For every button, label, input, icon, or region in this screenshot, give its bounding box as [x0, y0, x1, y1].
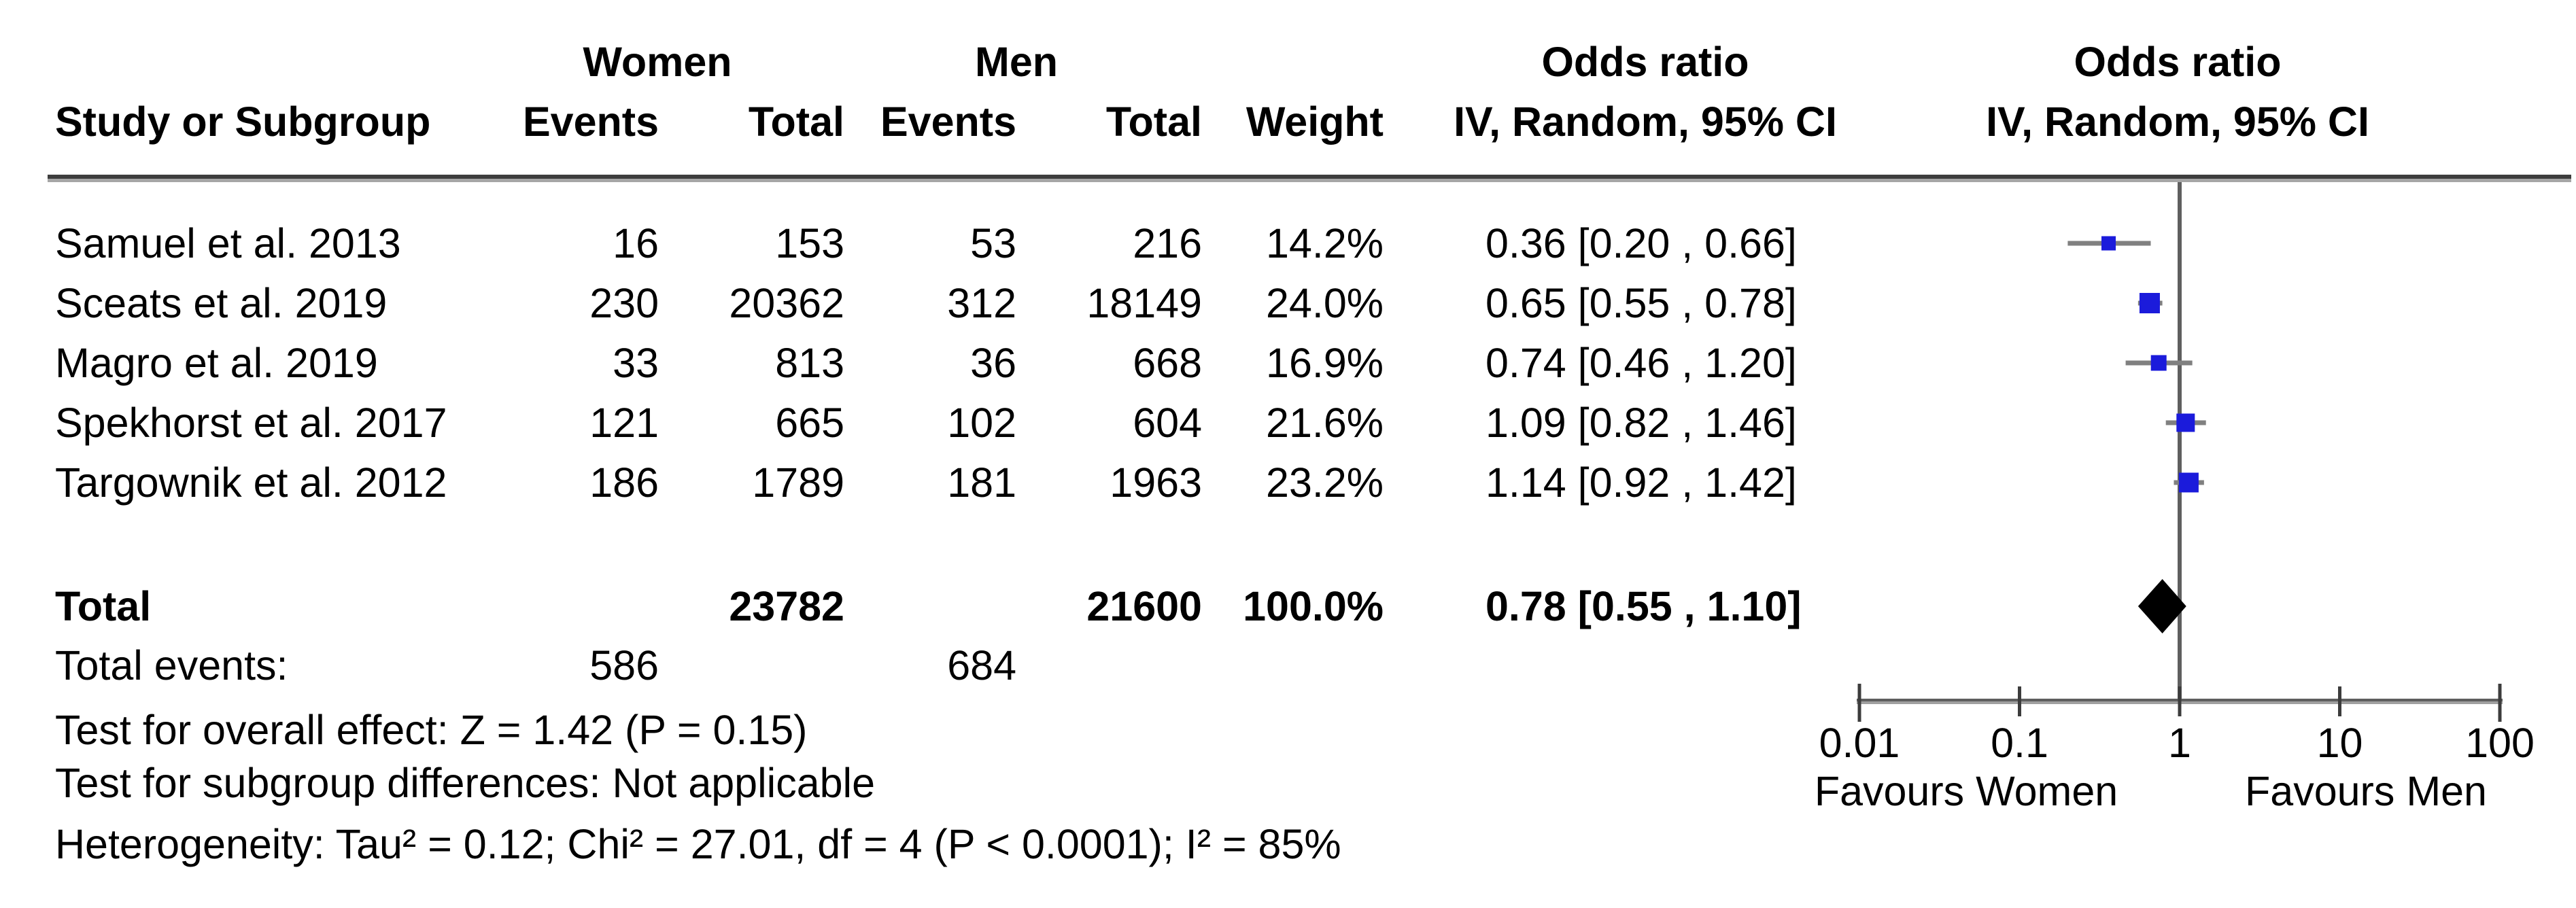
men-total-value: 216 — [1133, 220, 1202, 266]
women-events-value: 33 — [613, 340, 659, 386]
total-events-women-value: 586 — [589, 642, 659, 688]
weight-value: 23.2% — [1266, 459, 1384, 506]
men-total-value: 668 — [1133, 340, 1202, 386]
column-header-total-men: Total — [1105, 99, 1202, 145]
or-plot-column-header-line1: Odds ratio — [2074, 39, 2282, 85]
total-diamond — [2137, 579, 2186, 633]
x-axis-tick — [2498, 684, 2502, 722]
total-label: Total — [55, 583, 152, 629]
or-ci-text: 0.36 [0.20 , 0.66] — [1486, 220, 1797, 266]
total-or-ci-text: 0.78 [0.55 , 1.10] — [1486, 583, 1802, 629]
weight-value: 24.0% — [1266, 280, 1384, 326]
women-total-value: 153 — [775, 220, 844, 266]
x-axis-tick — [2018, 686, 2021, 716]
column-header-total-women: Total — [748, 99, 844, 145]
men-total-value: 18149 — [1086, 280, 1202, 326]
x-axis-tick-label: 100 — [2465, 720, 2535, 766]
women-total-value: 813 — [775, 340, 844, 386]
effect-marker — [2101, 236, 2116, 251]
or-ci-text: 1.14 [0.92 , 1.42] — [1486, 459, 1797, 506]
group-header-women: Women — [583, 39, 732, 85]
x-axis-tick-label: 0.01 — [1819, 720, 1900, 766]
or-text-column-header-line2: IV, Random, 95% CI — [1454, 99, 1837, 145]
x-axis-tick-label: 1 — [2168, 720, 2191, 766]
footnote-subgroup-differences: Test for subgroup differences: Not appli… — [55, 760, 876, 806]
total-weight-value: 100.0% — [1243, 583, 1384, 629]
effect-marker — [2178, 472, 2199, 493]
x-axis-tick — [2178, 686, 2182, 716]
x-axis-tick — [2338, 686, 2341, 716]
weight-value: 21.6% — [1266, 400, 1384, 446]
no-effect-line — [2178, 182, 2182, 701]
header-rule — [48, 175, 2571, 182]
group-header-men: Men — [975, 39, 1058, 85]
women-events-value: 121 — [589, 400, 659, 446]
men-total-value: 604 — [1133, 400, 1202, 446]
women-events-value: 230 — [589, 280, 659, 326]
or-ci-text: 0.74 [0.46 , 1.20] — [1486, 340, 1797, 386]
men-events-value: 53 — [970, 220, 1016, 266]
total-men-total-value: 21600 — [1086, 583, 1202, 629]
effect-marker — [2150, 355, 2167, 371]
total-events-label: Total events: — [55, 642, 288, 688]
column-header-study: Study or Subgroup — [55, 99, 431, 145]
study-label: Targownik et al. 2012 — [55, 459, 447, 506]
study-label: Spekhorst et al. 2017 — [55, 400, 447, 446]
or-text-column-header-line1: Odds ratio — [1541, 39, 1749, 85]
favours-right-label: Favours Men — [2245, 768, 2487, 814]
weight-value: 16.9% — [1266, 340, 1384, 386]
men-events-value: 36 — [970, 340, 1016, 386]
men-events-value: 181 — [947, 459, 1016, 506]
x-axis-tick-label: 0.1 — [1991, 720, 2048, 766]
or-plot-column-header-line2: IV, Random, 95% CI — [1986, 99, 2369, 145]
study-label: Sceats et al. 2019 — [55, 280, 388, 326]
women-events-value: 186 — [589, 459, 659, 506]
favours-left-label: Favours Women — [1814, 768, 2118, 814]
women-events-value: 16 — [613, 220, 659, 266]
x-axis-tick — [1857, 684, 1861, 722]
effect-marker — [2176, 413, 2195, 432]
column-header-events-men: Events — [880, 99, 1016, 145]
column-header-weight: Weight — [1246, 99, 1384, 145]
weight-value: 14.2% — [1266, 220, 1384, 266]
study-label: Samuel et al. 2013 — [55, 220, 401, 266]
column-header-events-women: Events — [522, 99, 659, 145]
footnote-overall-effect: Test for overall effect: Z = 1.42 (P = 0… — [55, 707, 808, 753]
or-ci-text: 0.65 [0.55 , 0.78] — [1486, 280, 1797, 326]
men-events-value: 312 — [947, 280, 1016, 326]
women-total-value: 1789 — [752, 459, 844, 506]
x-axis-tick-label: 10 — [2316, 720, 2363, 766]
men-total-value: 1963 — [1110, 459, 1202, 506]
or-ci-text: 1.09 [0.82 , 1.46] — [1486, 400, 1797, 446]
total-events-men-value: 684 — [947, 642, 1016, 688]
effect-marker — [2139, 293, 2160, 313]
total-women-total-value: 23782 — [729, 583, 844, 629]
study-label: Magro et al. 2019 — [55, 340, 378, 386]
women-total-value: 20362 — [729, 280, 844, 326]
women-total-value: 665 — [775, 400, 844, 446]
men-events-value: 102 — [947, 400, 1016, 446]
